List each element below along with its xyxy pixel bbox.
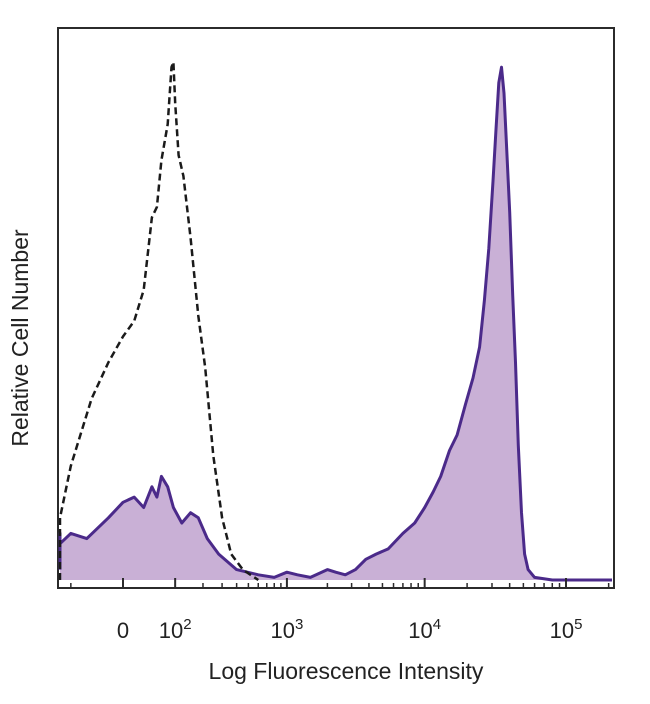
x-tick-label: 103 [270, 616, 303, 643]
x-axis-title: Log Fluorescence Intensity [209, 658, 484, 684]
series-layer [58, 60, 612, 582]
filled-histogram-area [60, 67, 612, 580]
filled-histogram-outline [58, 65, 612, 582]
x-tick-label: 0 [117, 618, 129, 643]
plot-frame [57, 27, 615, 589]
dashed-histogram-outline [58, 60, 259, 582]
x-tick-label: 102 [159, 616, 192, 643]
x-axis-ticks: 0 102 103 104 105 [70, 578, 610, 643]
x-tick-label: 105 [550, 616, 583, 643]
x-tick-label: 104 [408, 616, 441, 643]
y-axis-title: Relative Cell Number [7, 229, 33, 447]
